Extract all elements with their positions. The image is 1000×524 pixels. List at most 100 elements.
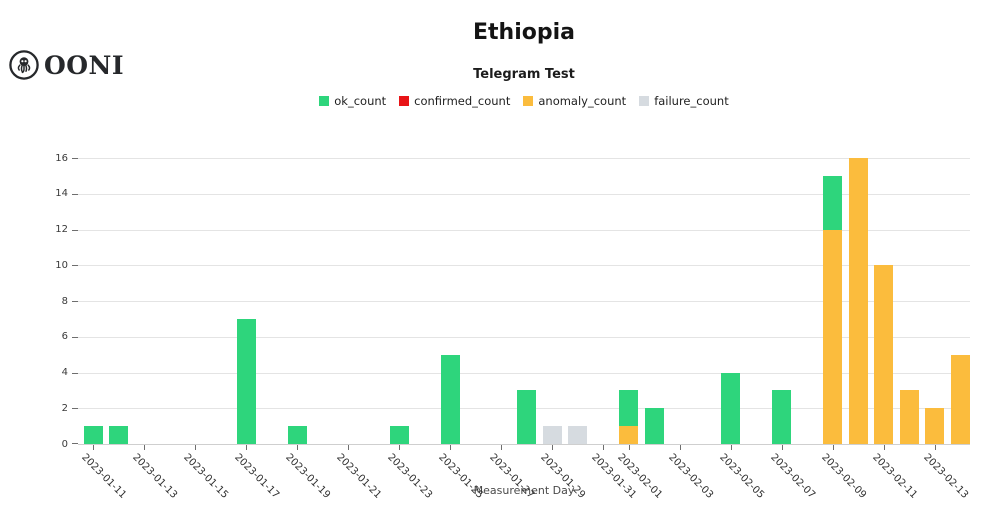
legend-item-anomaly_count: anomaly_count	[523, 94, 626, 108]
ooni-octopus-icon	[8, 49, 40, 81]
bar-2023-02-07	[772, 390, 791, 444]
y-tick	[72, 158, 78, 159]
legend-label: failure_count	[654, 94, 729, 108]
bar-segment-ok_count	[83, 426, 103, 444]
bar-2023-01-19	[287, 426, 307, 444]
x-tick	[679, 445, 681, 450]
x-tick	[93, 445, 94, 450]
bar-segment-anomaly_count	[874, 265, 893, 444]
bar-segment-anomaly_count	[925, 408, 944, 444]
bar-2023-01-28	[517, 390, 536, 444]
chart-subtitle: Telegram Test	[473, 67, 575, 82]
x-tick	[883, 445, 885, 450]
bar-segment-ok_count	[644, 408, 664, 444]
bar-segment-ok_count	[823, 175, 842, 230]
x-tick	[195, 445, 196, 450]
legend-item-failure_count: failure_count	[639, 94, 729, 108]
legend-label: ok_count	[334, 94, 387, 108]
gridline-y-14	[78, 193, 970, 195]
plot-area: Measurement Day 0 2 4 6 8 10 12 14 16 2023-01-11 2…	[55, 153, 970, 501]
bar-segment-ok_count	[721, 372, 740, 444]
bar-segment-anomaly_count	[823, 229, 842, 444]
y-tick-label: 10	[55, 259, 68, 271]
legend-swatch-anomaly_count	[523, 96, 534, 106]
legend-label: confirmed_count	[414, 94, 511, 108]
x-tick	[934, 445, 936, 450]
gridline-y-12	[78, 229, 970, 231]
x-tick	[832, 445, 834, 450]
bar-2023-02-09	[823, 175, 842, 444]
bar-2023-02-10	[848, 158, 868, 444]
x-tick	[781, 445, 783, 450]
bar-2023-02-02	[644, 408, 664, 444]
bar-2023-02-14	[950, 354, 970, 444]
x-axis-title: Measurement Day	[473, 484, 575, 497]
bar-segment-failure_count	[568, 426, 587, 444]
x-tick	[603, 445, 604, 450]
legend-swatch-ok_count	[319, 96, 330, 106]
bar-2023-01-23	[389, 426, 409, 444]
y-tick	[72, 336, 78, 338]
legend-swatch-failure_count	[639, 96, 650, 106]
bar-segment-anomaly_count	[619, 426, 638, 444]
bar-segment-ok_count	[109, 426, 128, 444]
y-tick-label: 0	[61, 438, 68, 450]
legend-item-confirmed_count: confirmed_count	[399, 94, 510, 108]
bar-2023-01-17	[236, 318, 256, 444]
y-tick	[72, 408, 78, 410]
bar-segment-ok_count	[619, 390, 638, 427]
bar-2023-01-30	[568, 426, 587, 444]
bar-segment-ok_count	[772, 390, 791, 444]
x-tick	[730, 445, 732, 450]
bar-2023-01-12	[109, 426, 128, 444]
x-tick	[399, 445, 400, 450]
bar-segment-ok_count	[517, 390, 536, 444]
x-tick	[144, 445, 145, 450]
y-tick	[72, 265, 78, 267]
y-tick-label: 12	[55, 224, 68, 235]
gridline-y-10	[78, 265, 970, 267]
ooni-logo-wordmark: OONI	[44, 50, 125, 80]
y-tick-label: 16	[55, 152, 68, 164]
bar-2023-01-25	[440, 354, 460, 444]
bar-2023-01-29	[542, 426, 562, 444]
bar-segment-anomaly_count	[899, 390, 919, 444]
bar-segment-anomaly_count	[950, 354, 970, 444]
bar-segment-anomaly_count	[848, 158, 868, 444]
x-tick	[501, 445, 502, 450]
bar-2023-02-01	[619, 390, 638, 444]
bar-2023-01-11	[83, 426, 103, 444]
gridline-y-6	[78, 336, 970, 338]
x-tick	[450, 445, 451, 450]
y-tick-label: 2	[61, 402, 68, 414]
bar-segment-ok_count	[236, 318, 256, 444]
gridline-y-8	[78, 301, 970, 302]
bar-segment-ok_count	[440, 354, 460, 444]
bar-segment-ok_count	[389, 426, 409, 444]
x-tick	[628, 445, 630, 450]
legend-item-ok_count: ok_count	[319, 94, 386, 108]
chart-title: Ethiopia	[473, 20, 575, 45]
gridline-y-4	[78, 372, 970, 374]
bar-2023-02-13	[925, 408, 944, 444]
chart-legend: ok_count confirmed_count anomaly_count fail…	[78, 94, 970, 108]
bar-2023-02-11	[874, 265, 893, 444]
y-tick-label: 4	[61, 367, 68, 378]
x-tick	[552, 445, 553, 450]
bar-2023-02-12	[899, 390, 919, 444]
y-tick-label: 14	[55, 188, 68, 200]
x-tick	[246, 445, 247, 450]
legend-swatch-confirmed_count	[399, 96, 410, 106]
y-tick	[72, 301, 78, 302]
ooni-logo[interactable]: OONI	[8, 49, 124, 81]
bar-segment-failure_count	[542, 426, 562, 444]
y-tick-label: 8	[61, 295, 68, 307]
x-tick	[297, 445, 298, 450]
x-tick	[348, 445, 349, 450]
y-tick-label: 6	[61, 331, 68, 343]
y-tick	[72, 193, 78, 195]
gridline-y-16	[78, 158, 970, 159]
y-tick	[72, 229, 78, 231]
y-tick	[72, 372, 78, 374]
